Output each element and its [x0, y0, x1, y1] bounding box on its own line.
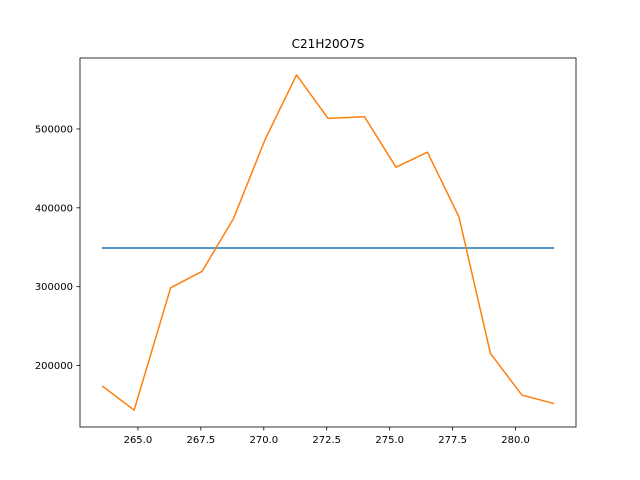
x-axis: 265.0 267.5 270.0 272.5 275.0 277.5 280.0	[124, 427, 530, 446]
x-tick-label-0: 265.0	[124, 435, 153, 446]
y-tick-label-3: 500000	[35, 124, 73, 135]
x-tick-label-2: 270.0	[249, 435, 278, 446]
x-tick-label-1: 267.5	[187, 435, 216, 446]
chart-title: C21H20O7S	[292, 37, 365, 51]
y-axis: 200000 300000 400000 500000	[35, 124, 80, 372]
y-tick-label-2: 400000	[35, 203, 73, 214]
x-tick-label-4: 275.0	[375, 435, 404, 446]
y-tick-label-0: 200000	[35, 361, 73, 372]
plot-frame	[79, 57, 577, 428]
x-tick-label-6: 280.0	[501, 435, 530, 446]
series-layer	[101, 74, 555, 411]
x-tick-label-5: 277.5	[438, 435, 467, 446]
y-tick-label-1: 300000	[35, 282, 73, 293]
series-line-intensity	[101, 74, 555, 411]
x-tick-label-3: 272.5	[312, 435, 341, 446]
